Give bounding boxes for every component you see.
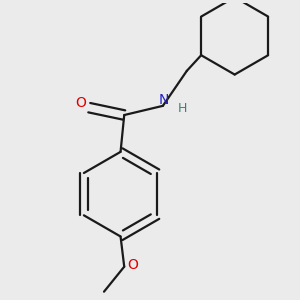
Text: O: O <box>127 258 138 272</box>
Text: O: O <box>76 96 87 110</box>
Text: N: N <box>158 93 169 107</box>
Text: H: H <box>177 102 187 115</box>
